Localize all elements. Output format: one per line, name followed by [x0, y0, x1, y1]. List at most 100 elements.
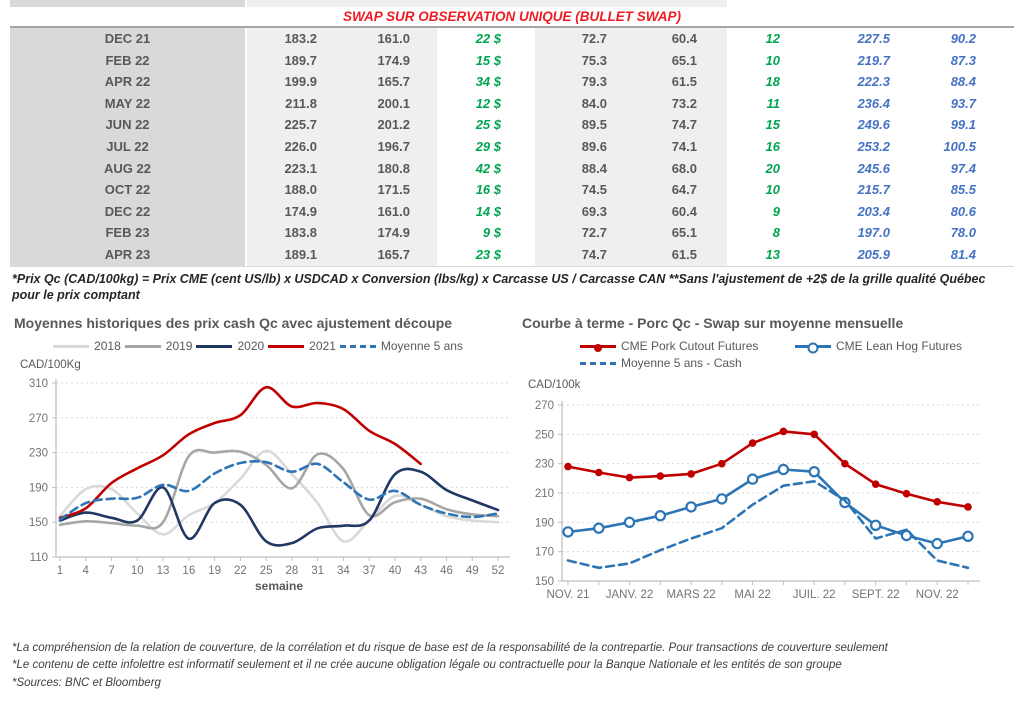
cutoff-date-cell: [10, 0, 245, 7]
value-cell: 165.7: [343, 243, 437, 266]
value-cell: 99.1: [910, 114, 1014, 136]
period-cell: JUL 22: [10, 135, 247, 158]
value-cell: 34 $: [437, 71, 535, 93]
svg-text:19: 19: [208, 565, 221, 577]
svg-text:230: 230: [29, 448, 48, 460]
value-cell: 203.4: [810, 200, 910, 223]
value-cell: 81.4: [910, 243, 1014, 266]
value-cell: 74.7: [535, 243, 632, 266]
svg-text:210: 210: [535, 488, 554, 500]
footnote-line: *La compréhension de la relation de couv…: [12, 642, 888, 655]
svg-text:34: 34: [337, 565, 350, 577]
value-cell: 69.3: [535, 200, 632, 223]
legend-item-2020: 2020: [196, 339, 264, 353]
value-cell: 90.2: [910, 28, 1014, 50]
svg-text:190: 190: [535, 517, 554, 529]
period-cell: OCT 22: [10, 179, 247, 201]
value-cell: 205.9: [810, 243, 910, 266]
value-cell: 23 $: [437, 243, 535, 266]
value-cell: 189.1: [247, 243, 343, 266]
value-cell: 253.2: [810, 135, 910, 158]
legend-line-swatch: [196, 344, 233, 348]
legend-line-swatch: [124, 344, 161, 348]
svg-text:25: 25: [260, 565, 273, 577]
value-cell: 165.7: [343, 71, 437, 93]
value-cell: 22 $: [437, 28, 535, 50]
svg-text:190: 190: [29, 482, 48, 494]
value-cell: 72.7: [535, 222, 632, 244]
period-cell: AUG 22: [10, 157, 247, 180]
value-cell: 249.6: [810, 114, 910, 136]
svg-text:4: 4: [83, 565, 90, 577]
svg-text:170: 170: [535, 547, 554, 559]
value-cell: 180.8: [343, 157, 437, 180]
value-cell: 74.5: [535, 179, 632, 201]
svg-text:31: 31: [311, 565, 324, 577]
legend-item-cme-pork-cutout-futures: CME Pork Cutout Futures: [580, 339, 795, 353]
value-cell: 80.6: [910, 200, 1014, 223]
value-cell: 9: [727, 200, 810, 223]
title-divider: [10, 26, 1014, 28]
historical-chart-unit: CAD/100Kg: [20, 359, 81, 372]
svg-text:43: 43: [414, 565, 427, 577]
legend-item-2019: 2019: [124, 339, 193, 354]
legend-item-cme-lean-hog-futures: CME Lean Hog Futures: [795, 339, 1010, 354]
value-cell: 161.0: [343, 200, 437, 223]
value-cell: 189.7: [247, 49, 343, 72]
legend-line-swatch: [339, 344, 376, 348]
value-cell: 89.6: [535, 135, 632, 158]
value-cell: 174.9: [247, 200, 343, 223]
svg-text:MAI 22: MAI 22: [734, 589, 770, 601]
value-cell: 227.5: [810, 28, 910, 50]
filled-circle-icon: [594, 343, 602, 352]
value-cell: 12: [727, 28, 810, 50]
svg-text:250: 250: [535, 429, 554, 441]
value-cell: 13: [727, 243, 810, 266]
value-cell: 85.5: [910, 179, 1014, 201]
value-cell: 97.4: [910, 157, 1014, 180]
svg-text:40: 40: [389, 565, 402, 577]
svg-text:NOV. 22: NOV. 22: [916, 589, 959, 601]
value-cell: 215.7: [810, 179, 910, 201]
value-cell: 65.1: [632, 222, 727, 244]
value-cell: 74.1: [632, 135, 727, 158]
svg-text:SEPT. 22: SEPT. 22: [852, 589, 900, 601]
forward-chart-legend: CME Pork Cutout Futures CME Lean Hog Futu…: [580, 339, 1012, 373]
value-cell: 183.8: [247, 222, 343, 244]
svg-text:JUIL. 22: JUIL. 22: [793, 589, 836, 601]
value-cell: 211.8: [247, 92, 343, 115]
table-footnote: *Prix Qc (CAD/100kg) = Prix CME (cent US…: [12, 271, 986, 302]
period-cell: APR 23: [10, 243, 247, 266]
legend-label: 2019: [165, 339, 193, 354]
legend-label: 2021: [309, 339, 336, 354]
value-cell: 72.7: [535, 28, 632, 50]
period-cell: DEC 22: [10, 200, 247, 223]
value-cell: 245.6: [810, 157, 910, 180]
value-cell: 9 $: [437, 222, 535, 244]
value-cell: 15: [727, 114, 810, 136]
value-cell: 79.3: [535, 71, 632, 93]
legend-line-swatch: [795, 342, 831, 354]
forward-chart-title: Courbe à terme - Porc Qc - Swap sur moye…: [522, 315, 904, 332]
period-cell: JUN 22: [10, 114, 247, 136]
value-cell: 60.4: [632, 200, 727, 223]
value-cell: 14 $: [437, 200, 535, 223]
svg-text:NOV. 21: NOV. 21: [546, 589, 589, 601]
value-cell: 183.2: [247, 28, 343, 50]
value-cell: 196.7: [343, 135, 437, 158]
swap-table: DEC 21 183.2 161.0 22 $72.7 60.4 12 227.5 90.2 F…: [10, 28, 1014, 267]
svg-text:37: 37: [363, 565, 376, 577]
svg-text:52: 52: [492, 565, 505, 577]
svg-text:150: 150: [29, 517, 48, 529]
value-cell: 12 $: [437, 92, 535, 115]
value-cell: 8: [727, 222, 810, 244]
value-cell: 16 $: [437, 179, 535, 201]
value-cell: 188.0: [247, 179, 343, 201]
forward-chart-unit: CAD/100k: [528, 379, 581, 392]
svg-text:310: 310: [29, 378, 48, 390]
value-cell: 219.7: [810, 49, 910, 72]
period-cell: APR 22: [10, 71, 247, 93]
value-cell: 74.7: [632, 114, 727, 136]
value-cell: 223.1: [247, 157, 343, 180]
value-cell: 18: [727, 71, 810, 93]
